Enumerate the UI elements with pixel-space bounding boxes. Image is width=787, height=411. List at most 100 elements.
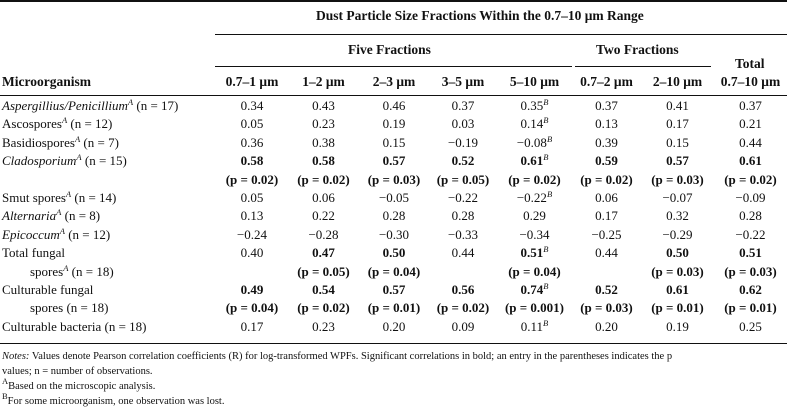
correlation-cell: 0.52: [572, 281, 641, 299]
cell-value: 0.57: [382, 153, 406, 169]
correlation-cell: 0.44: [429, 244, 497, 262]
footnote-a: ABased on the microscopic analysis.: [2, 377, 787, 394]
correlation-cell: 0.37: [572, 97, 641, 115]
correlation-cell: −0.30: [359, 226, 429, 244]
correlation-cell: (p = 0.02): [429, 299, 497, 317]
correlation-cell: 0.23: [288, 115, 359, 133]
correlation-cell: 0.35B: [497, 97, 572, 115]
correlation-cell: 0.49: [216, 281, 288, 299]
correlation-cell: 0.61B: [497, 152, 572, 170]
cell-value: 0.38: [312, 134, 335, 150]
cell-value: 0.36: [240, 134, 264, 150]
correlation-cell: −0.24: [216, 226, 288, 244]
top-rule: [0, 0, 787, 2]
cell-value: (p = 0.01): [724, 300, 777, 316]
cell-value: (p = 0.05): [436, 171, 490, 187]
cell-value: 0.52: [451, 153, 475, 169]
correlation-cell: 0.61: [714, 152, 787, 170]
correlation-cell: (p = 0.03): [641, 171, 714, 189]
correlation-cell: 0.74B: [497, 281, 572, 299]
cell-value: 0.28: [739, 208, 762, 224]
correlation-cell: −0.29: [641, 226, 714, 244]
column-header-6: 0.7–2 μm: [580, 74, 633, 89]
correlation-cell: (p = 0.01): [359, 299, 429, 317]
column-header-4: 3–5 μm: [441, 74, 485, 89]
correlation-cell: (p = 0.04): [359, 263, 429, 281]
cell-value: 0.54: [312, 282, 335, 298]
cell-value: 0.37: [595, 98, 618, 113]
correlation-cell: 0.40: [216, 244, 288, 262]
correlation-cell: (p = 0.03): [572, 299, 641, 317]
correlation-cell: 0.39: [572, 134, 641, 152]
column-header-3: 2–3 μm: [372, 74, 416, 89]
correlation-cell: 0.15: [641, 134, 714, 152]
cell-value: 0.28: [382, 208, 406, 224]
cell-value: 0.17: [595, 208, 618, 224]
two-fractions-underline: [575, 66, 711, 67]
cell-value: 0.40: [240, 245, 264, 261]
footnote-marker: A: [56, 207, 62, 218]
correlation-cell: 0.28: [714, 207, 787, 225]
correlation-cell: −0.07: [641, 189, 714, 207]
cell-value: 0.19: [382, 116, 406, 132]
observation-count: (n = 15): [81, 153, 127, 169]
observation-count: (n = 8): [61, 208, 101, 224]
cell-value: 0.51: [520, 245, 544, 261]
correlation-cell: 0.51B: [497, 244, 572, 262]
cell-value: −0.09: [735, 190, 766, 206]
cell-value: −0.29: [662, 226, 693, 242]
correlation-cell: −0.25: [572, 226, 641, 244]
row-label: Smut sporesA (n = 14): [0, 189, 216, 207]
column-header-8: 0.7–10 μm: [720, 74, 781, 89]
correlation-cell: (p = 0.04): [497, 263, 572, 281]
observation-count: (n = 12): [64, 226, 111, 242]
correlation-table: Aspergillius/PenicilliumA (n = 17) 0.34 0.…: [0, 97, 787, 336]
cell-value: −0.25: [591, 226, 622, 242]
cell-value: (p = 0.01): [651, 300, 704, 316]
cell-value: −0.08: [516, 134, 547, 150]
cell-value: (p = 0.02): [297, 300, 350, 316]
correlation-cell: −0.08B: [497, 134, 572, 152]
row-label: AscosporesA (n = 12): [0, 115, 216, 133]
cell-value: 0.47: [312, 245, 335, 261]
table-row: EpicoccumA (n = 12) −0.24 −0.28 −0.30 −0.33 −…: [0, 226, 787, 244]
correlation-cell: (p = 0.001): [497, 299, 572, 317]
cell-value: 0.37: [451, 98, 475, 113]
correlation-cell: (p = 0.02): [288, 299, 359, 317]
cell-value: 0.51: [739, 245, 762, 261]
correlation-cell: 0.59: [572, 152, 641, 170]
correlation-cell: −0.34: [497, 226, 572, 244]
cell-value: 0.50: [666, 245, 689, 261]
row-label: [0, 171, 216, 189]
correlation-cell: 0.05: [216, 115, 288, 133]
cell-value: 0.61: [666, 282, 689, 298]
footnote-marker: A: [74, 133, 81, 144]
cell-value: (p = 0.03): [651, 171, 704, 187]
cell-value: 0.06: [595, 190, 618, 206]
observation-count: (n = 18): [68, 263, 114, 279]
correlation-cell: 0.23: [288, 318, 359, 336]
correlation-cell: 0.62: [714, 281, 787, 299]
two-fractions-header: Two Fractions: [596, 42, 679, 57]
cell-value: 0.05: [240, 116, 264, 132]
cell-footnote-marker: B: [543, 281, 549, 292]
correlation-cell: 0.58: [288, 152, 359, 170]
correlation-cell: (p = 0.01): [714, 299, 787, 317]
correlation-cell: 0.52: [429, 152, 497, 170]
cell-value: 0.58: [312, 153, 335, 169]
cell-value: 0.22: [312, 208, 335, 224]
cell-value: 0.05: [240, 190, 264, 206]
header-bottom-rule: [0, 95, 787, 96]
correlation-cell: 0.09: [429, 318, 497, 336]
correlation-cell: 0.36: [216, 134, 288, 152]
microorganism-name: Aspergillius/Penicillium: [2, 98, 128, 113]
cell-value: 0.23: [312, 116, 335, 132]
correlation-cell: 0.51: [714, 244, 787, 262]
observation-count: (n = 18): [101, 318, 147, 334]
cell-value: 0.52: [595, 282, 618, 298]
cell-value: 0.23: [312, 318, 335, 334]
table-row: (p = 0.02) (p = 0.02) (p = 0.03) (p = 0.05)…: [0, 171, 787, 189]
table-row: Total fungal 0.40 0.47 0.50 0.44 0.51B 0.44 0.5…: [0, 244, 787, 262]
cell-value: −0.33: [447, 226, 479, 242]
correlation-cell: 0.29: [497, 207, 572, 225]
